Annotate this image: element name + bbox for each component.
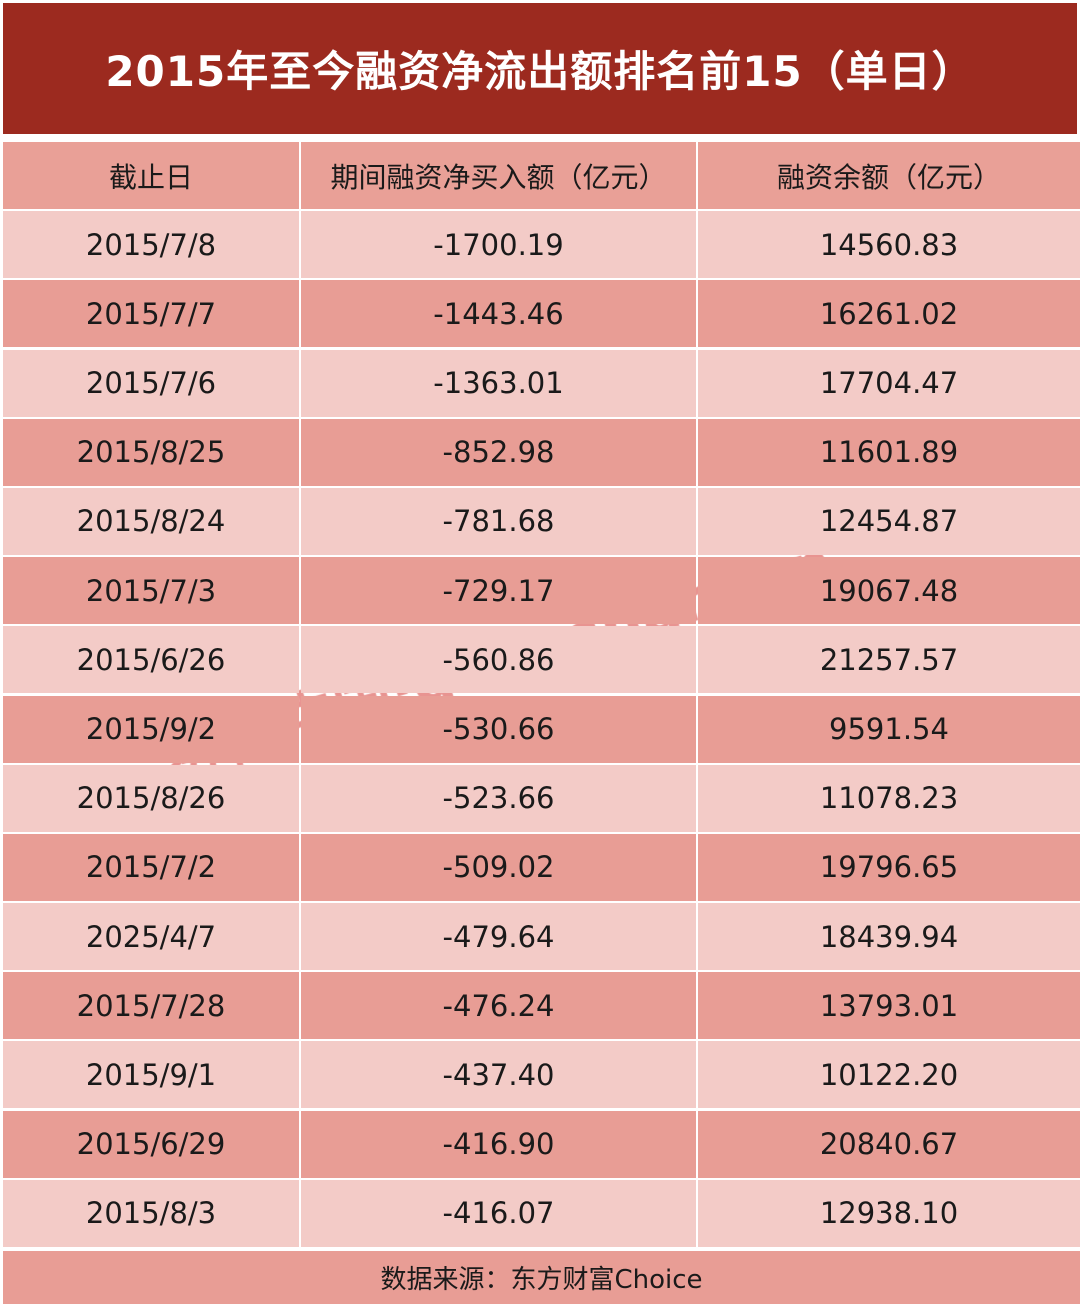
net-buy-cell: -437.40 [301, 1041, 696, 1109]
net-buy-cell: -781.68 [301, 487, 696, 555]
net-buy-cell: -1363.01 [301, 349, 696, 417]
date-cell: 2025/4/7 [3, 903, 299, 971]
date-cell: 2015/7/2 [3, 833, 299, 901]
net-buy-cell: -509.02 [301, 833, 696, 901]
net-buy-cell: -729.17 [301, 557, 696, 625]
header-net-buy: 期间融资净买入额（亿元） [301, 142, 696, 209]
balance-cell: 10122.20 [698, 1041, 1080, 1109]
table-row: 2015/8/24 -781.68 12454.87 [3, 487, 1080, 555]
table-row: 2015/7/3 -729.17 19067.48 [3, 557, 1080, 625]
balance-cell: 18439.94 [698, 903, 1080, 971]
balance-cell: 11078.23 [698, 764, 1080, 832]
table-row: 2015/8/26 -523.66 11078.23 [3, 764, 1080, 832]
table-row: 2015/6/29 -416.90 20840.67 [3, 1110, 1080, 1178]
date-cell: 2015/7/8 [3, 211, 299, 279]
table-row: 2015/7/7 -1443.46 16261.02 [3, 280, 1080, 348]
net-buy-cell: -479.64 [301, 903, 696, 971]
table-row: 2015/7/28 -476.24 13793.01 [3, 972, 1080, 1040]
table-row: 2025/4/7 -479.64 18439.94 [3, 903, 1080, 971]
net-buy-cell: -523.66 [301, 764, 696, 832]
table-row: 2015/7/8 -1700.19 14560.83 [3, 211, 1080, 279]
table-row: 2015/9/2 -530.66 9591.54 [3, 695, 1080, 763]
date-cell: 2015/8/3 [3, 1179, 299, 1247]
balance-cell: 11601.89 [698, 418, 1080, 486]
net-buy-cell: -476.24 [301, 972, 696, 1040]
table-row: 2015/9/1 -437.40 10122.20 [3, 1041, 1080, 1109]
table-row: 2015/7/6 -1363.01 17704.47 [3, 349, 1080, 417]
date-cell: 2015/6/26 [3, 626, 299, 694]
net-buy-cell: -416.90 [301, 1110, 696, 1178]
net-buy-cell: -1700.19 [301, 211, 696, 279]
table-header-row: 截止日 期间融资净买入额（亿元） 融资余额（亿元） [3, 142, 1080, 209]
date-cell: 2015/7/6 [3, 349, 299, 417]
date-cell: 2015/8/25 [3, 418, 299, 486]
balance-cell: 9591.54 [698, 695, 1080, 763]
date-cell: 2015/7/3 [3, 557, 299, 625]
date-cell: 2015/8/26 [3, 764, 299, 832]
table-body: 2015/7/8 -1700.19 14560.83 2015/7/7 -1443.46… [3, 211, 1080, 1247]
table-row: 2015/7/2 -509.02 19796.65 [3, 833, 1080, 901]
date-cell: 2015/7/7 [3, 280, 299, 348]
balance-cell: 16261.02 [698, 280, 1080, 348]
balance-cell: 12938.10 [698, 1179, 1080, 1247]
table-row: 2015/6/26 -560.86 21257.57 [3, 626, 1080, 694]
data-table: 截止日 期间融资净买入额（亿元） 融资余额（亿元） 2015/7/8 -1700.… [3, 142, 1080, 1249]
header-date: 截止日 [3, 142, 299, 209]
net-buy-cell: -530.66 [301, 695, 696, 763]
net-buy-cell: -560.86 [301, 626, 696, 694]
balance-cell: 17704.47 [698, 349, 1080, 417]
balance-cell: 12454.87 [698, 487, 1080, 555]
date-cell: 2015/8/24 [3, 487, 299, 555]
source-note: 数据来源：东方财富Choice [3, 1251, 1080, 1304]
balance-cell: 19067.48 [698, 557, 1080, 625]
balance-cell: 21257.57 [698, 626, 1080, 694]
net-buy-cell: -1443.46 [301, 280, 696, 348]
balance-cell: 19796.65 [698, 833, 1080, 901]
date-cell: 2015/7/28 [3, 972, 299, 1040]
balance-cell: 20840.67 [698, 1110, 1080, 1178]
balance-cell: 14560.83 [698, 211, 1080, 279]
balance-cell: 13793.01 [698, 972, 1080, 1040]
net-buy-cell: -416.07 [301, 1179, 696, 1247]
date-cell: 2015/9/1 [3, 1041, 299, 1109]
date-cell: 2015/6/29 [3, 1110, 299, 1178]
date-cell: 2015/9/2 [3, 695, 299, 763]
table-row: 2015/8/3 -416.07 12938.10 [3, 1179, 1080, 1247]
header-balance: 融资余额（亿元） [698, 142, 1080, 209]
table-title: 2015年至今融资净流出额排名前15（单日） [3, 3, 1077, 134]
net-buy-cell: -852.98 [301, 418, 696, 486]
table-row: 2015/8/25 -852.98 11601.89 [3, 418, 1080, 486]
